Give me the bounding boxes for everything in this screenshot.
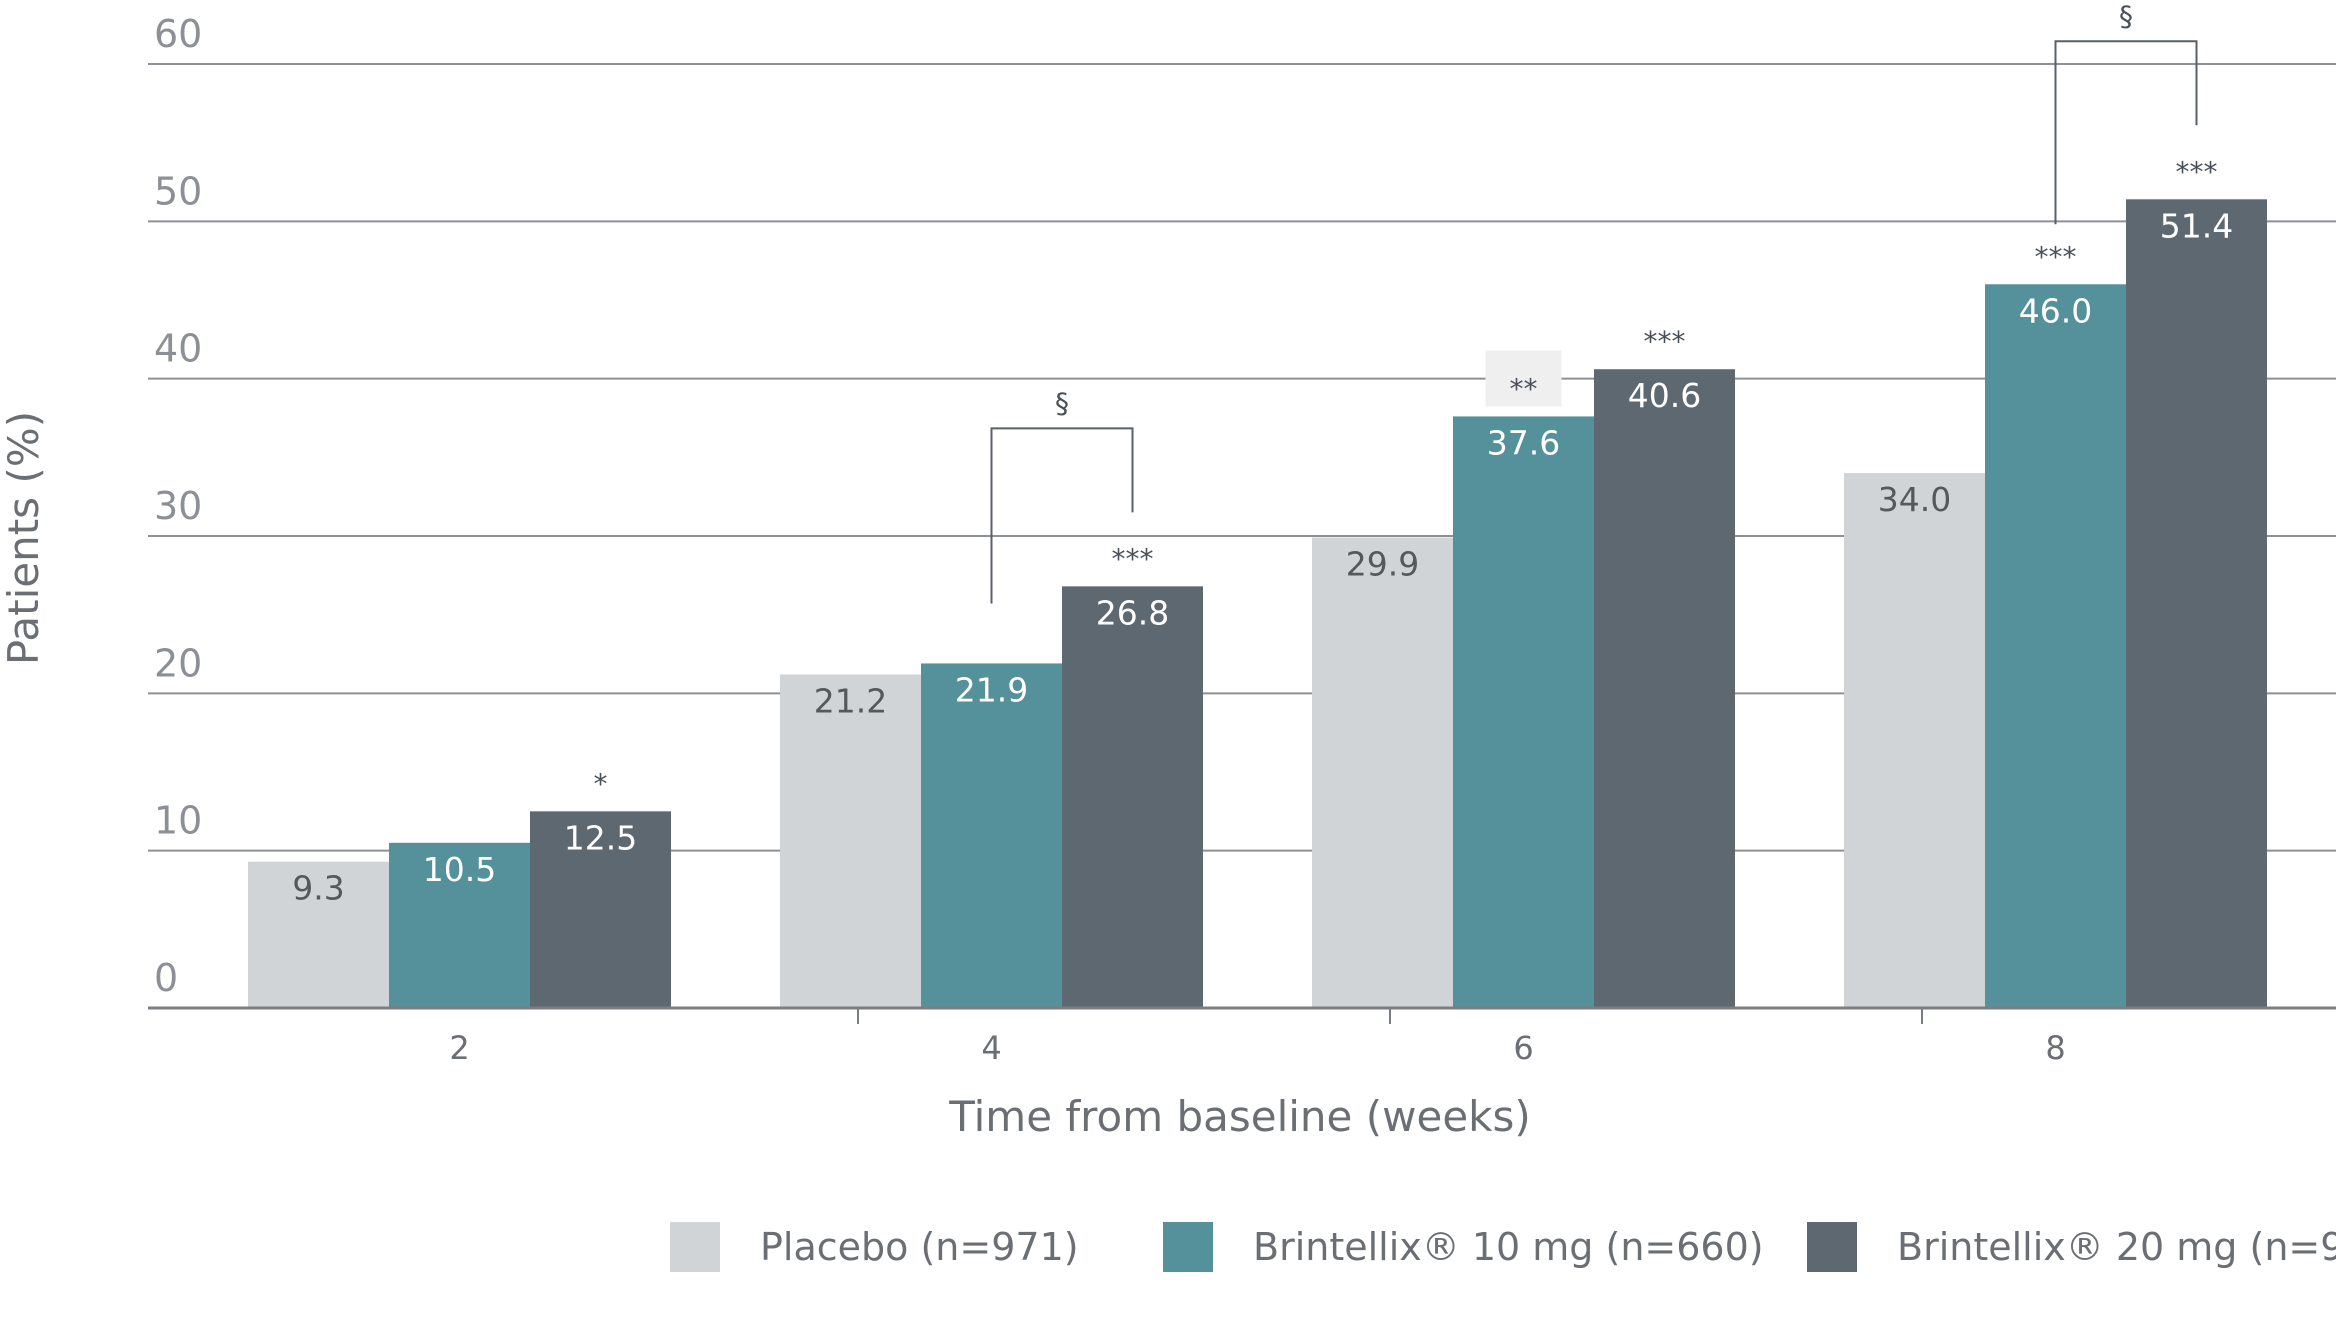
bar-value-label: 34.0 (1878, 480, 1951, 519)
legend: Placebo (n=971) Brintellix® 10 mg (n=660)… (670, 1222, 2336, 1272)
bar-value-label: 46.0 (2019, 291, 2092, 330)
bar (1844, 473, 1985, 1009)
significance-mark: *** (1112, 542, 1154, 575)
bar-value-labels: 9.3 21.2 29.9 34.0 10.5 21.9 37.6 46.0 12.5 26.8 4… (292, 206, 2233, 907)
comparison-bracket (990, 427, 1134, 604)
legend-label: Brintellix® 10 mg (n=660) (1253, 1225, 1764, 1269)
bar-value-label: 26.8 (1096, 593, 1169, 632)
bar-value-label: 37.6 (1487, 423, 1560, 462)
x-axis-title: Time from baseline (weeks) (948, 1092, 1531, 1141)
bar-value-label: 21.2 (814, 681, 887, 720)
x-axis: 2 4 6 8 (148, 1006, 2336, 1067)
bar (1985, 284, 2126, 1008)
significance-marks: ***************§§ (594, 0, 2218, 800)
bar (921, 663, 1062, 1008)
y-tick-label: 0 (154, 956, 178, 1000)
legend-label: Placebo (n=971) (760, 1225, 1079, 1269)
significance-mark: * (594, 767, 608, 800)
bar-value-label: 12.5 (564, 818, 637, 857)
bar (530, 811, 671, 1008)
bar (780, 674, 921, 1008)
legend-swatch (670, 1222, 720, 1272)
significance-mark: *** (2035, 240, 2077, 273)
bar-value-label: 9.3 (292, 869, 344, 908)
bar-value-label: 21.9 (955, 670, 1028, 709)
significance-highlight (1485, 350, 1562, 407)
y-tick-label: 10 (154, 799, 202, 843)
y-tick-label: 40 (154, 327, 202, 371)
legend-label: Brintellix® 20 mg (n=963) (1897, 1225, 2336, 1269)
bar (1062, 586, 1203, 1008)
y-tick-label: 20 (154, 641, 202, 685)
legend-swatch (1163, 1222, 1213, 1272)
legend-swatch (1807, 1222, 1857, 1272)
y-tick-label: 30 (154, 484, 202, 528)
bar-value-label: 10.5 (423, 850, 496, 889)
comparison-mark: § (2119, 0, 2133, 32)
bar (1453, 416, 1594, 1009)
y-axis-ticks: 0 10 20 30 40 50 60 (154, 12, 202, 1000)
y-tick-label: 50 (154, 169, 202, 213)
bar (389, 842, 530, 1008)
bar-value-label: 51.4 (2160, 206, 2233, 245)
bar (248, 861, 389, 1008)
bar (2126, 199, 2267, 1009)
x-tick-label: 4 (981, 1029, 1001, 1067)
comparison-bracket (2054, 40, 2198, 225)
y-axis-title: Patients (%) (0, 411, 48, 665)
bar (1312, 537, 1453, 1008)
significance-mark: *** (2176, 155, 2218, 188)
x-tick-label: 8 (2045, 1029, 2065, 1067)
significance-mark: ** (1510, 372, 1538, 405)
y-tick-label: 60 (154, 12, 202, 56)
bar-value-label: 40.6 (1628, 376, 1701, 415)
x-tick-label: 2 (449, 1029, 469, 1067)
comparison-mark: § (1055, 386, 1069, 419)
bar-value-label: 29.9 (1346, 545, 1419, 584)
bar (1594, 369, 1735, 1008)
x-tick-label: 6 (1513, 1029, 1533, 1067)
bars (248, 199, 2267, 1009)
significance-mark: *** (1644, 325, 1686, 358)
